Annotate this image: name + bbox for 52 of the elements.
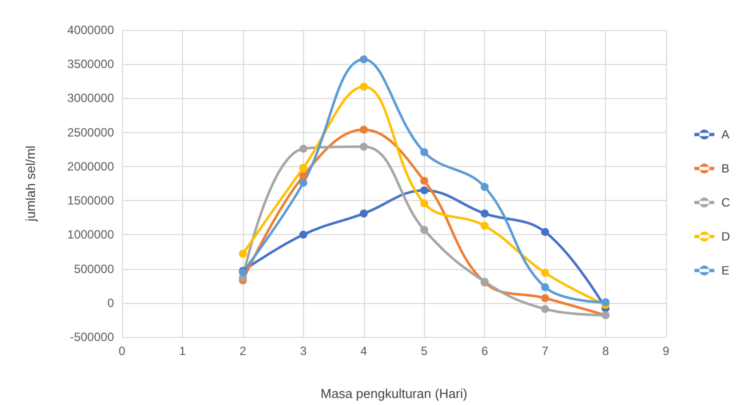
point [299, 164, 308, 172]
y-tick-label: 4000000 [67, 23, 114, 37]
x-tick-label: 7 [542, 344, 549, 358]
point [602, 298, 610, 306]
legend-label: B [721, 162, 730, 176]
y-tick-label: 3500000 [67, 57, 114, 72]
point [541, 294, 550, 302]
x-tick-label: 2 [240, 344, 247, 358]
point [238, 250, 247, 258]
point [541, 283, 550, 292]
x-tick-label: 5 [420, 344, 428, 358]
y-tick-label: 2000000 [67, 159, 114, 174]
y-axis-title: jumlah sel/ml [23, 145, 38, 222]
point [420, 226, 428, 234]
y-tick-label: 0 [107, 296, 114, 310]
x-tick-label: 9 [662, 344, 670, 358]
point [420, 199, 428, 208]
x-tick-label: 1 [179, 344, 186, 358]
point [420, 148, 428, 156]
point [541, 228, 550, 236]
point [541, 305, 550, 314]
y-tick-label: 2500000 [67, 125, 114, 140]
x-axis-title: Masa pengkulturan (Hari) [320, 386, 468, 401]
point [299, 172, 308, 180]
point [541, 268, 550, 277]
point [299, 144, 308, 153]
point [420, 176, 428, 185]
x-tick-label: 0 [118, 344, 126, 358]
x-tick-label: 6 [481, 344, 488, 358]
point [299, 178, 308, 187]
legend-label: D [721, 230, 730, 244]
point [360, 55, 368, 64]
legend-label: C [721, 196, 730, 210]
y-tick-label: 1000000 [67, 228, 114, 242]
point [480, 210, 489, 218]
point [480, 182, 489, 191]
x-tick-label: 8 [602, 344, 610, 358]
point [360, 126, 368, 134]
x-tick-label: 3 [300, 344, 307, 358]
point [480, 222, 489, 230]
point [360, 82, 368, 91]
point [299, 230, 308, 239]
y-tick-label: 3000000 [67, 91, 114, 106]
y-tick-label: 500000 [74, 262, 114, 276]
legend-label: A [721, 128, 730, 142]
y-tick-label: 1500000 [67, 194, 114, 208]
y-tick-label: -500000 [70, 330, 114, 344]
legend-label: E [721, 264, 730, 278]
point [420, 186, 428, 194]
point [360, 142, 368, 151]
point [360, 210, 368, 218]
x-tick-label: 4 [360, 344, 368, 358]
